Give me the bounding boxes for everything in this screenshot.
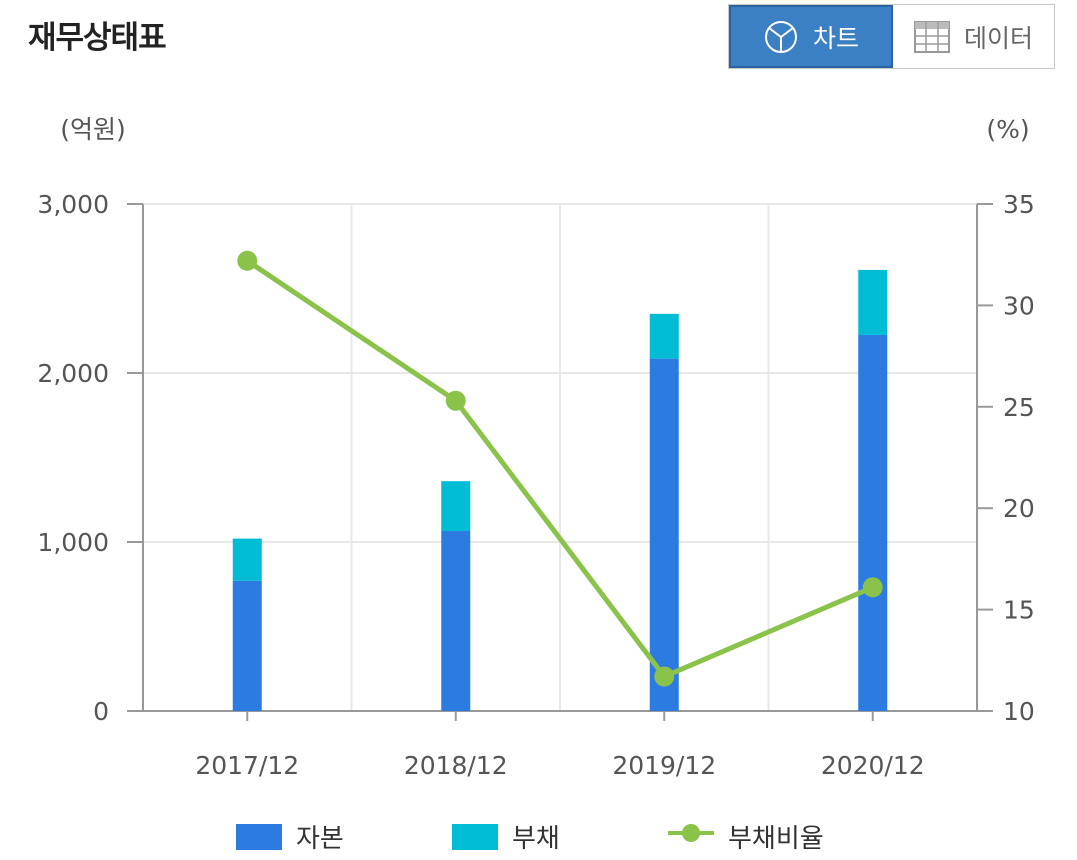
left-tick-label: 2,000 [37,359,109,388]
bar-liabilities [232,538,262,581]
table-grid-icon [913,20,950,53]
left-axis-unit: (억원) [60,115,126,144]
legend-item-debt-ratio[interactable]: 부채비율 [668,818,824,855]
left-tick-label: 0 [93,697,109,726]
financial-chart: 0 1,000 2,000 3,000 10 15 20 25 30 35 (억원) (%) 2017/… [37,115,1035,780]
data-view-label: 데이터 [963,23,1033,53]
legend-label-liabilities: 부채 [512,824,560,854]
legend-swatch-liabilities [452,823,498,850]
bar-equity [858,334,888,711]
right-tick-label: 30 [1003,291,1035,320]
bar-equity [649,358,679,711]
pie-chart-icon [763,19,799,55]
legend-swatch-equity [236,823,282,850]
chart-view-button[interactable]: 차트 [729,5,893,68]
page-title: 재무상태표 [28,20,167,56]
bar-equity [441,531,471,711]
right-tick-label: 10 [1003,697,1035,726]
bar-liabilities [649,313,679,359]
chart-view-label: 차트 [812,23,859,53]
view-toggle: 차트 데이터 [728,4,1055,69]
right-axis-unit: (%) [986,115,1029,144]
legend-label-debt-ratio: 부채비율 [728,824,824,854]
chart-legend: 자본 부채 부채비율 [0,818,1077,858]
category-label: 2020/12 [821,751,925,780]
category-label: 2018/12 [404,751,508,780]
bar-liabilities [441,481,471,532]
right-tick-label: 15 [1003,596,1035,625]
legend-item-equity[interactable]: 자본 [236,818,344,855]
legend-marker-debt-ratio [668,820,714,853]
right-tick-label: 35 [1003,190,1035,219]
right-tick-label: 25 [1003,393,1035,422]
bar-equity [232,580,262,711]
legend-label-equity: 자본 [296,824,344,854]
left-tick-label: 1,000 [37,528,109,557]
point-debt-ratio [654,666,675,687]
data-view-button[interactable]: 데이터 [893,5,1054,68]
legend-item-liabilities[interactable]: 부채 [452,818,560,855]
bar-liabilities [858,269,888,335]
category-label: 2019/12 [612,751,716,780]
point-debt-ratio [862,577,883,598]
right-tick-label: 20 [1003,494,1035,523]
point-debt-ratio [237,250,258,271]
point-debt-ratio [445,390,466,411]
line-debt-ratio [245,258,874,680]
category-label: 2017/12 [195,751,299,780]
left-tick-label: 3,000 [37,190,109,219]
